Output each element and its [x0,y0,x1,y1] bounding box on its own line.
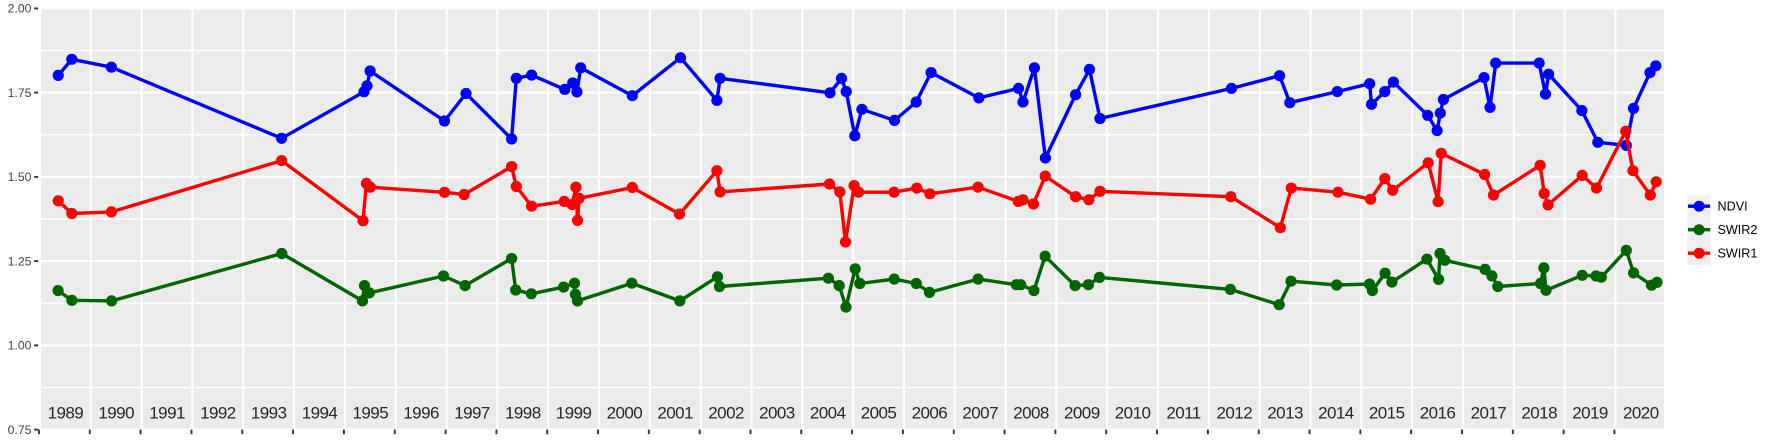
svg-text:2011: 2011 [1166,403,1200,422]
svg-text:1999: 1999 [556,403,592,422]
svg-text:1998: 1998 [505,403,541,422]
svg-text:1994: 1994 [302,403,338,422]
svg-text:2003: 2003 [759,403,795,422]
svg-text:1991: 1991 [149,403,185,422]
svg-text:2010: 2010 [1115,403,1151,422]
svg-text:1997: 1997 [454,403,490,422]
svg-text:1989: 1989 [48,403,84,422]
svg-text:1.50: 1.50 [8,170,32,184]
svg-text:NDVI: NDVI [1718,200,1748,214]
svg-text:1996: 1996 [403,403,439,422]
svg-text:2004: 2004 [810,403,846,422]
svg-text:SWIR1: SWIR1 [1718,247,1758,261]
svg-text:2.00: 2.00 [8,2,32,16]
svg-text:2019: 2019 [1572,403,1608,422]
svg-text:1.75: 1.75 [8,86,32,100]
svg-text:2008: 2008 [1013,403,1049,422]
svg-text:2009: 2009 [1064,403,1100,422]
svg-text:1995: 1995 [352,403,388,422]
svg-text:2015: 2015 [1369,403,1405,422]
svg-text:2001: 2001 [657,403,693,422]
svg-text:2017: 2017 [1471,403,1507,422]
svg-text:2005: 2005 [861,403,897,422]
svg-text:2006: 2006 [912,403,948,422]
svg-text:2012: 2012 [1216,403,1252,422]
svg-text:1993: 1993 [251,403,287,422]
svg-text:2018: 2018 [1521,403,1557,422]
svg-text:2016: 2016 [1420,403,1456,422]
svg-text:SWIR2: SWIR2 [1718,223,1758,237]
svg-text:1.00: 1.00 [8,339,32,353]
svg-text:1992: 1992 [200,403,236,422]
svg-text:2007: 2007 [962,403,998,422]
svg-text:2000: 2000 [607,403,643,422]
svg-text:1990: 1990 [98,403,134,422]
svg-text:2002: 2002 [708,403,744,422]
svg-text:2013: 2013 [1267,403,1303,422]
svg-text:0.75: 0.75 [8,423,32,437]
svg-text:1.25: 1.25 [8,254,32,268]
svg-text:2014: 2014 [1318,403,1354,422]
svg-text:2020: 2020 [1623,403,1659,422]
